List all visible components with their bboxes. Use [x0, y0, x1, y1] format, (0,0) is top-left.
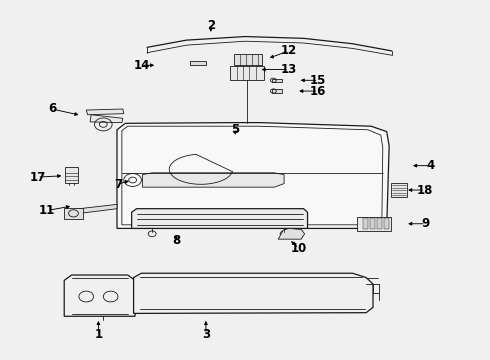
Text: 2: 2 [207, 19, 215, 32]
Polygon shape [132, 209, 308, 228]
Text: 14: 14 [133, 59, 149, 72]
Text: 5: 5 [231, 123, 239, 136]
Polygon shape [278, 228, 305, 239]
Text: 4: 4 [427, 159, 435, 172]
Polygon shape [363, 218, 368, 229]
Text: 15: 15 [310, 74, 326, 87]
Polygon shape [272, 78, 282, 82]
Polygon shape [357, 217, 391, 231]
Polygon shape [384, 218, 389, 229]
Text: 10: 10 [291, 242, 307, 255]
Text: 16: 16 [310, 85, 326, 98]
Text: 1: 1 [95, 328, 102, 341]
Text: 9: 9 [422, 217, 430, 230]
Text: 12: 12 [281, 44, 297, 57]
Polygon shape [370, 218, 375, 229]
Polygon shape [391, 183, 407, 197]
Polygon shape [64, 275, 135, 316]
Text: 18: 18 [416, 184, 433, 197]
Polygon shape [234, 54, 262, 65]
Polygon shape [134, 273, 373, 314]
Polygon shape [377, 218, 382, 229]
Polygon shape [117, 123, 389, 228]
Polygon shape [143, 173, 284, 187]
Polygon shape [90, 115, 123, 123]
Polygon shape [65, 167, 78, 183]
Text: 13: 13 [281, 63, 297, 76]
Text: 7: 7 [114, 178, 122, 191]
Text: 6: 6 [48, 103, 56, 116]
Polygon shape [73, 204, 117, 217]
Text: 11: 11 [39, 204, 55, 217]
Polygon shape [230, 66, 264, 80]
Polygon shape [272, 89, 282, 93]
Polygon shape [86, 109, 124, 115]
Polygon shape [190, 61, 206, 65]
Text: 17: 17 [29, 171, 46, 184]
Polygon shape [64, 208, 83, 219]
Text: 8: 8 [172, 234, 181, 247]
Text: 3: 3 [202, 328, 210, 341]
